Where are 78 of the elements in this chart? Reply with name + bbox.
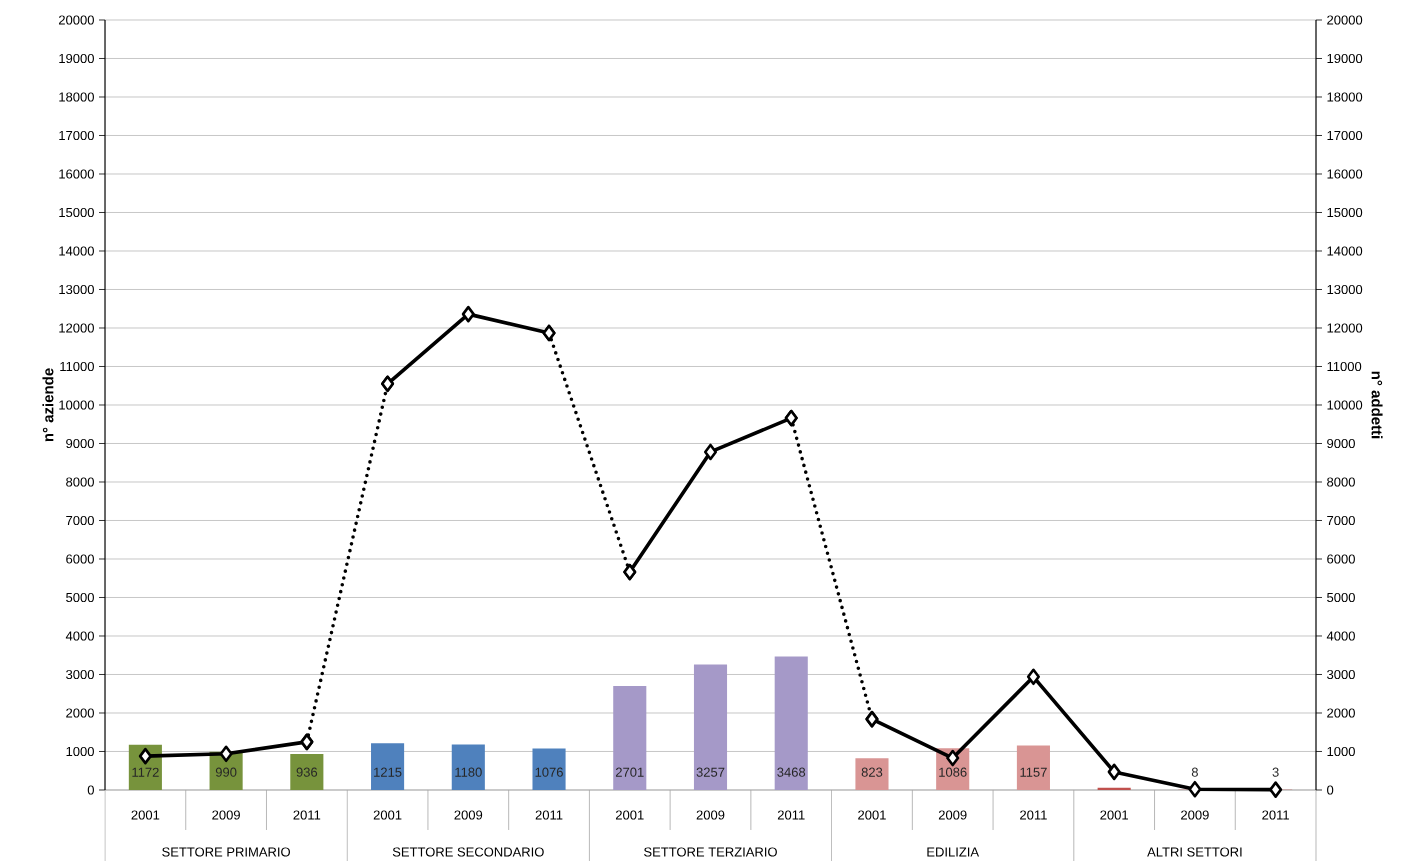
x-tick-label: 2001: [858, 810, 886, 820]
x-tick-label: 2001: [615, 810, 644, 820]
data-label: 3: [1272, 767, 1279, 777]
y2-tick-label: 19000: [1327, 53, 1363, 64]
y2-tick-label: 1000: [1327, 746, 1355, 757]
text: EDILIZIA: [927, 847, 980, 857]
y2-tick-label: 5000: [1327, 592, 1355, 603]
data-label: 1086: [939, 767, 967, 777]
x-tick-label: 2011: [777, 810, 805, 820]
y2-tick-label: 12000: [1327, 323, 1363, 333]
y-tick-label: 4000: [65, 631, 94, 641]
y-tick-label: 12000: [59, 323, 94, 333]
x-tick-label: 2001: [131, 810, 160, 820]
y-tick-label: 0: [87, 785, 94, 795]
y-tick-label: 8000: [66, 477, 94, 487]
y-tick-label: 14000: [59, 246, 94, 256]
y-tick-label: 6000: [66, 554, 94, 564]
y2-tick-label: 17000: [1327, 130, 1363, 141]
y2-tick-label: 4000: [1326, 631, 1355, 641]
x-tick-label: 2009: [212, 810, 240, 820]
x-tick-label: 2009: [454, 810, 483, 820]
y2-tick-label: 20000: [1327, 15, 1363, 25]
y2-tick-label: 3000: [1327, 669, 1355, 680]
y-tick-label: 7000: [66, 515, 94, 526]
data-label: 823: [861, 767, 883, 777]
y-tick-label: 13000: [59, 284, 94, 295]
y2-tick-label: 2000: [1327, 708, 1355, 718]
data-label: 8: [1191, 767, 1198, 777]
x-tick-label: 2011: [1262, 810, 1289, 820]
data-label: 1076: [535, 767, 563, 777]
data-label: 990: [215, 767, 237, 777]
y2-tick-label: 9000: [1327, 438, 1355, 449]
y-tick-label: 18000: [59, 92, 94, 102]
y2-tick-label: 18000: [1327, 92, 1363, 102]
x-tick-label: 2011: [535, 810, 563, 820]
x-tick-label: 2009: [938, 810, 967, 820]
y-tick-label: 10000: [59, 400, 94, 410]
y-tick-label: 1000: [66, 746, 94, 757]
y-tick-label: 3000: [66, 669, 94, 680]
y-tick-label: 11000: [60, 361, 94, 372]
data-label: 1215: [374, 767, 402, 777]
y-tick-label: 15000: [59, 207, 94, 218]
data-label: 3468: [777, 767, 806, 777]
y-axis-title: n° aziende: [42, 368, 54, 442]
y2-tick-label: 10000: [1327, 400, 1363, 410]
x-tick-label: 2009: [1181, 810, 1209, 820]
data-label: 1172: [132, 767, 159, 777]
y2-tick-label: 7000: [1327, 515, 1355, 526]
data-label: 2701: [615, 767, 644, 777]
y-tick-label: 19000: [59, 53, 94, 64]
y-tick-label: 20000: [58, 15, 94, 25]
y2-tick-label: 14000: [1327, 246, 1363, 256]
x-tick-label: 2001: [1100, 810, 1128, 820]
x-tick-label: 2011: [1020, 810, 1047, 820]
y2-axis-title: n° addetti: [1371, 371, 1383, 439]
y-tick-label: 2000: [66, 708, 94, 718]
y2-tick-label: 11000: [1327, 361, 1362, 372]
y2-tick-label: 8000: [1327, 477, 1355, 487]
y2-tick-label: 6000: [1327, 554, 1355, 564]
y-tick-label: 9000: [66, 438, 94, 449]
data-label: 1180: [455, 767, 482, 777]
y2-tick-label: 15000: [1327, 207, 1363, 218]
data-label: 3257: [696, 767, 725, 777]
y-tick-label: 5000: [66, 592, 94, 603]
text: SETTORE PRIMARIO: [162, 847, 290, 857]
text: SETTORE SECONDARIO: [392, 847, 544, 857]
text: SETTORE TERZIARIO: [644, 847, 777, 857]
y-tick-label: 17000: [59, 130, 94, 141]
y-tick-label: 16000: [59, 169, 94, 179]
x-tick-label: 2011: [293, 810, 321, 820]
data-label: 1157: [1020, 767, 1047, 777]
text: ALTRI SETTORI: [1147, 847, 1242, 857]
y2-tick-label: 0: [1327, 785, 1334, 795]
y2-tick-label: 13000: [1327, 284, 1363, 295]
x-tick-label: 2009: [696, 810, 725, 820]
data-label: 936: [296, 767, 318, 777]
x-tick-label: 2001: [373, 810, 402, 820]
y2-tick-label: 16000: [1327, 169, 1363, 179]
